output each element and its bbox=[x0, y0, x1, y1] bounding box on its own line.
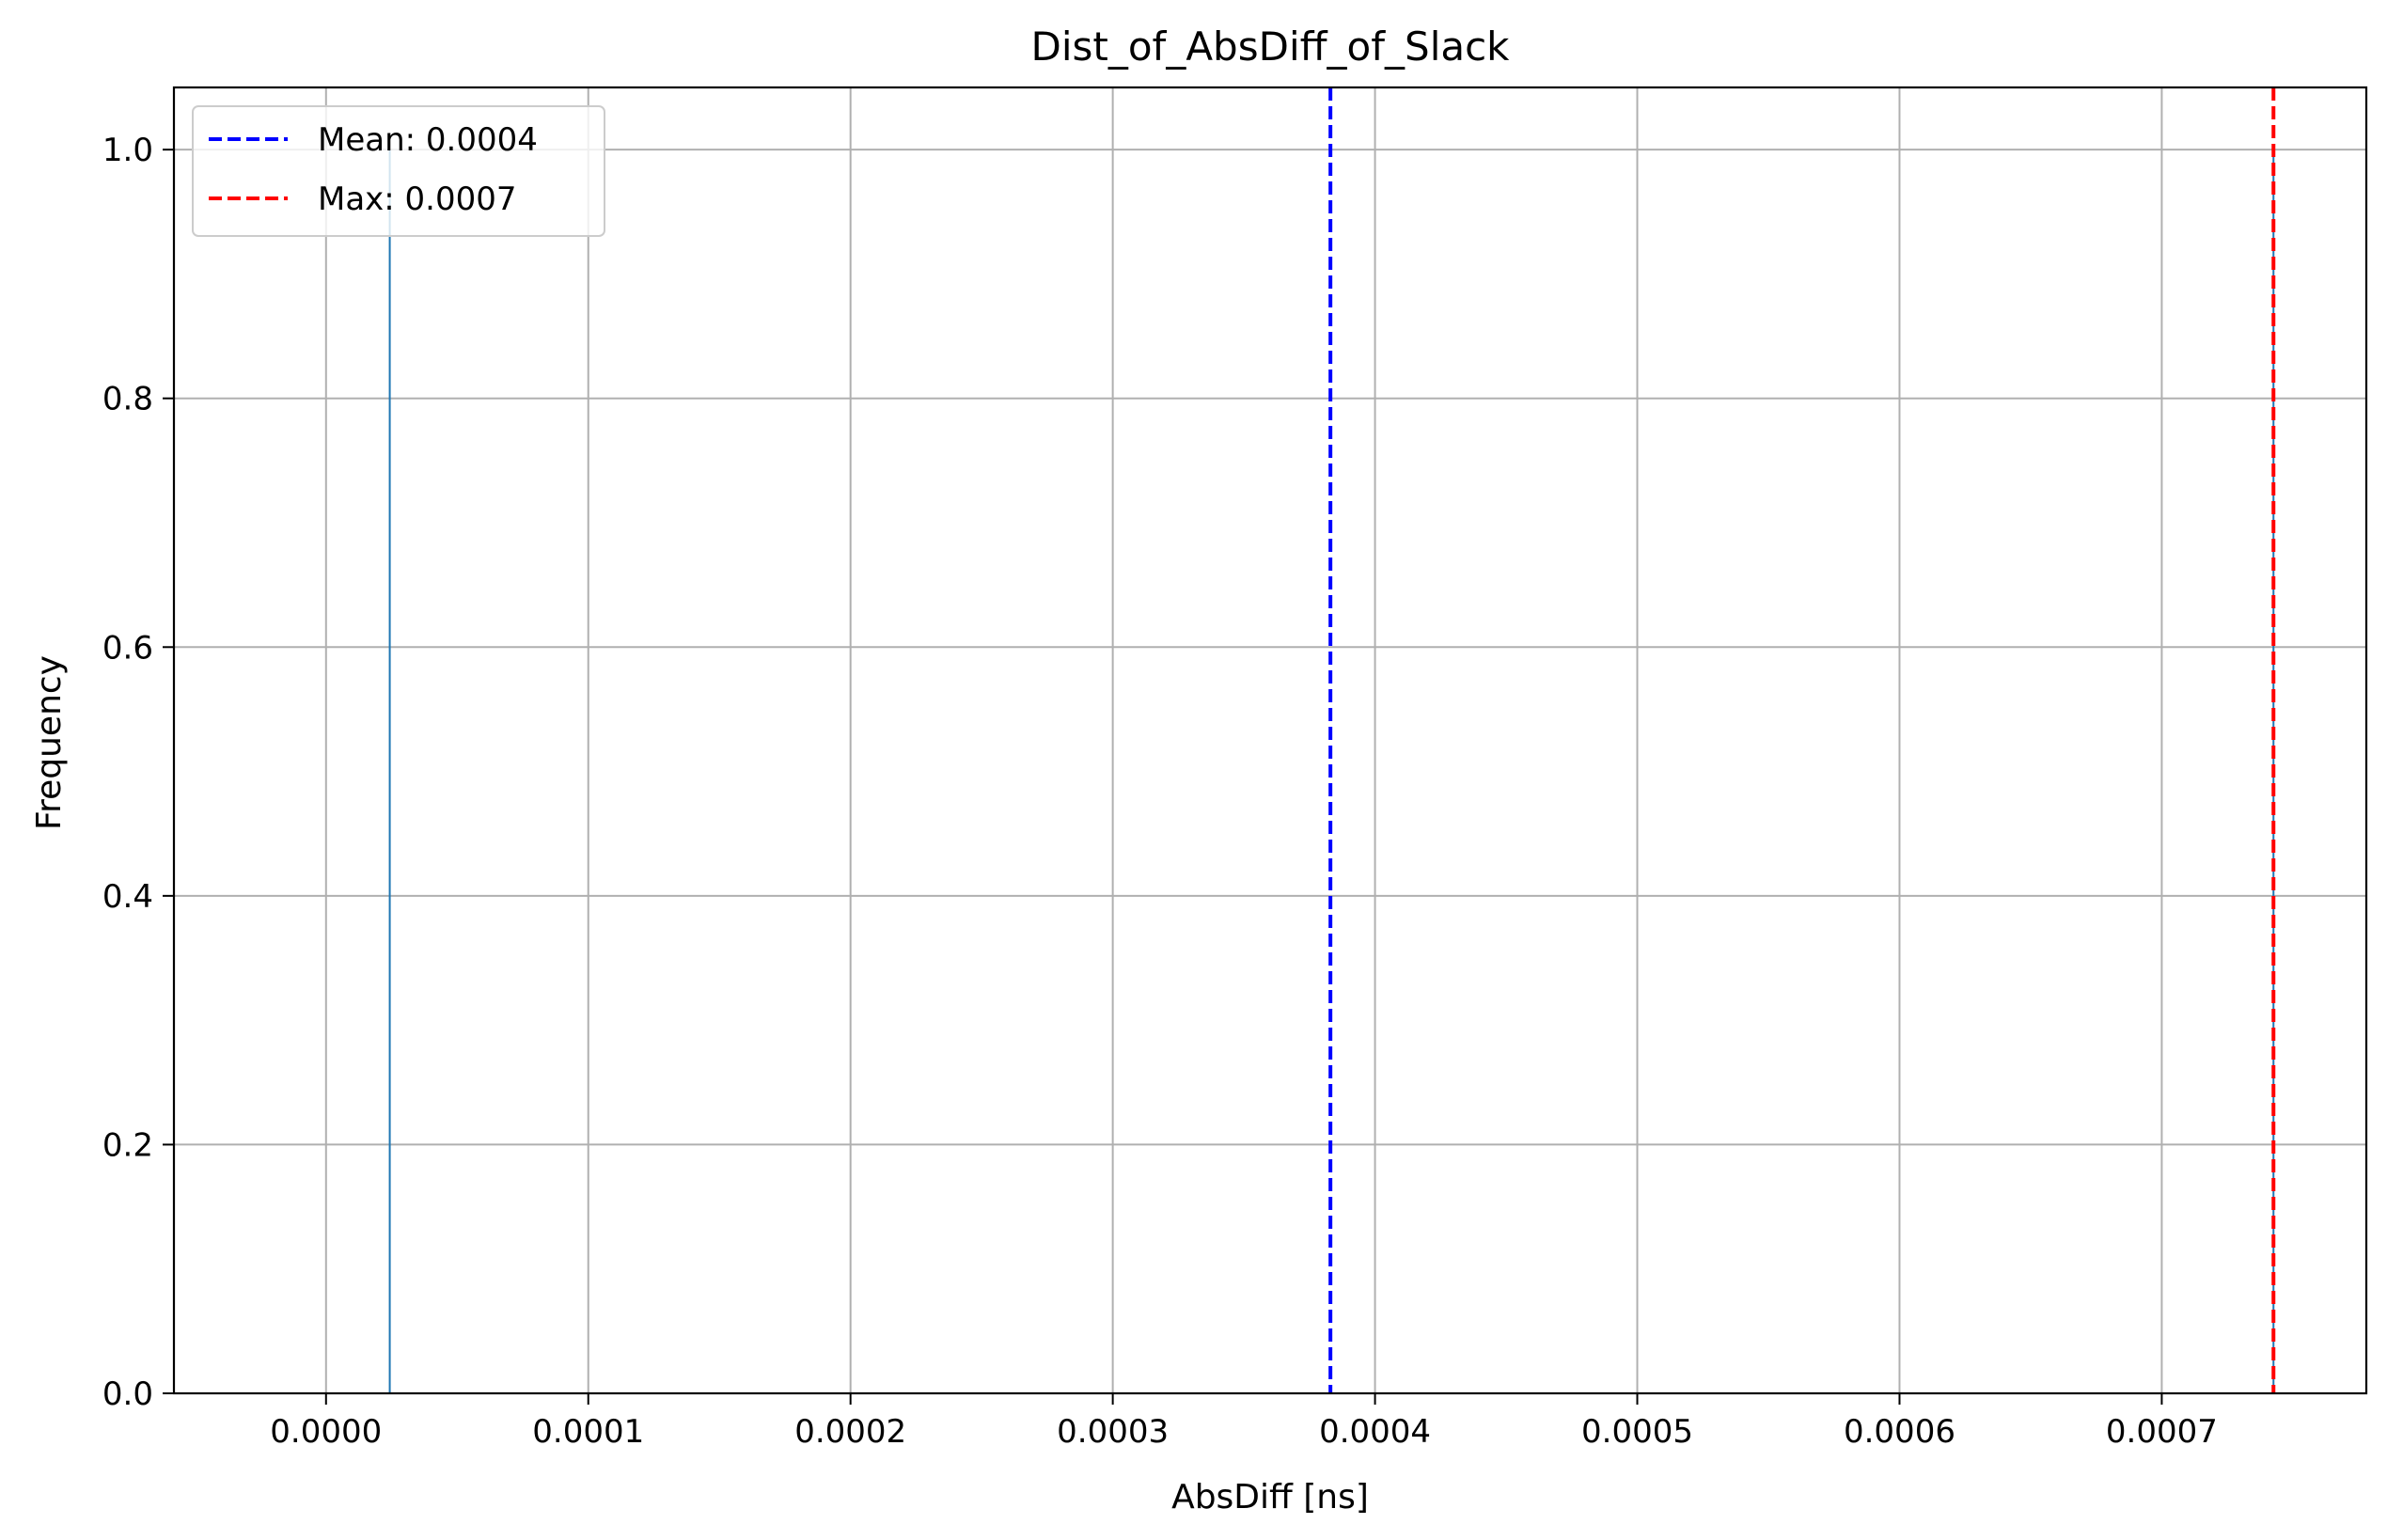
x-tick-label: 0.0007 bbox=[2106, 1413, 2218, 1451]
y-tick-label: 0.6 bbox=[102, 629, 153, 667]
y-tick-label: 1.0 bbox=[102, 132, 153, 169]
reference-lines bbox=[1328, 87, 2276, 1393]
legend-max-label: Max: 0.0007 bbox=[318, 181, 517, 218]
y-tick-label: 0.4 bbox=[102, 878, 153, 916]
x-tick-label: 0.0004 bbox=[1319, 1413, 1431, 1451]
chart-title: Dist_of_AbsDiff_of_Slack bbox=[1030, 24, 1510, 70]
legend-box bbox=[192, 105, 605, 237]
x-tick-label: 0.0005 bbox=[1581, 1413, 1693, 1451]
legend-mean-label: Mean: 0.0004 bbox=[318, 121, 538, 159]
x-axis-label: AbsDiff [ns] bbox=[1171, 1478, 1369, 1516]
x-tick-label: 0.0001 bbox=[532, 1413, 644, 1451]
y-tick-label: 0.0 bbox=[102, 1375, 153, 1413]
y-tick-label: 0.8 bbox=[102, 381, 153, 418]
y-axis-ticks: 0.0 0.2 0.4 0.6 0.8 1.0 bbox=[102, 132, 174, 1413]
histogram-bar bbox=[388, 149, 391, 1394]
x-tick-label: 0.0006 bbox=[1844, 1413, 1955, 1451]
x-tick-label: 0.0003 bbox=[1057, 1413, 1169, 1451]
plot-frame bbox=[172, 86, 2368, 1395]
y-tick-label: 0.2 bbox=[102, 1126, 153, 1164]
grid bbox=[174, 87, 2366, 1394]
y-axis-label: Frequency bbox=[30, 655, 69, 830]
x-tick-label: 0.0002 bbox=[794, 1413, 906, 1451]
legend: Mean: 0.0004 Max: 0.0007 bbox=[192, 105, 605, 237]
x-tick-label: 0.0000 bbox=[270, 1413, 382, 1451]
x-axis-ticks: 0.0000 0.0001 0.0002 0.0003 0.0004 0.0005 0.00… bbox=[270, 1393, 2218, 1451]
